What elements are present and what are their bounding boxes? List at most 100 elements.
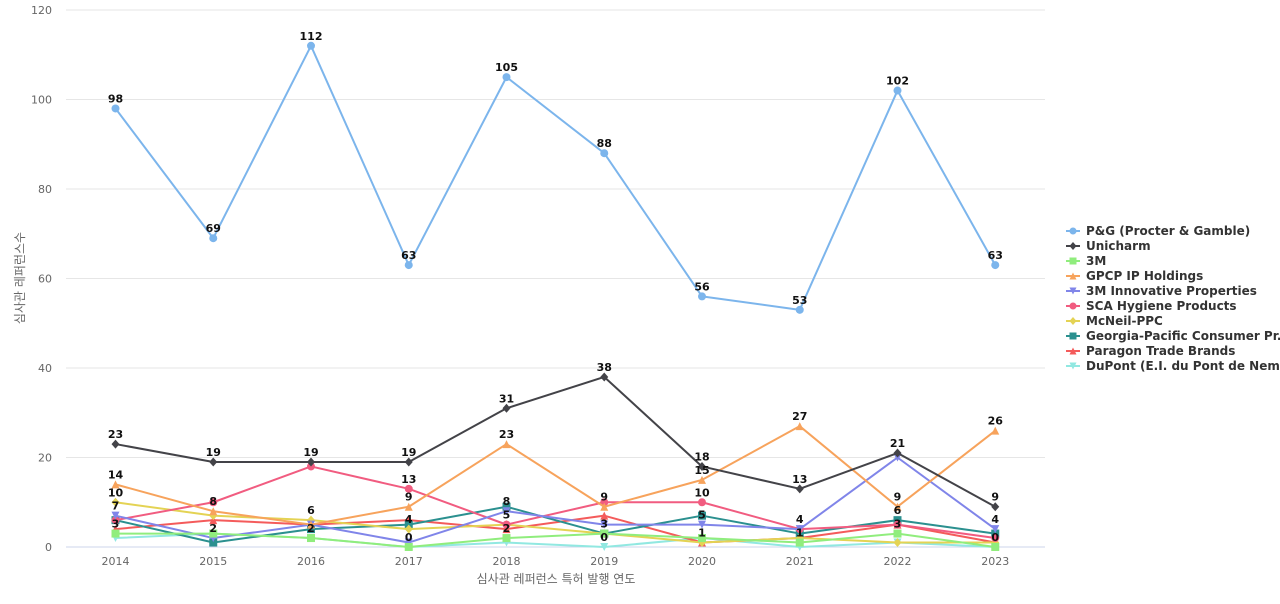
data-point (795, 305, 804, 314)
data-label: 63 (401, 249, 416, 262)
data-label: 13 (792, 473, 807, 486)
legend-label: SCA Hygiene Products (1086, 299, 1237, 313)
data-point (991, 529, 1000, 538)
data-label: 31 (499, 392, 514, 405)
data-point (502, 520, 511, 529)
series-group (111, 453, 1000, 547)
series-group (111, 41, 1000, 314)
legend-label: Unicharm (1086, 239, 1151, 253)
data-point (502, 440, 511, 449)
legend-item[interactable]: McNeil-PPC (1066, 314, 1163, 328)
data-point (404, 538, 413, 547)
legend-item[interactable]: SCA Hygiene Products (1066, 299, 1237, 313)
data-label: 5 (503, 509, 511, 522)
data-label: 10 (694, 486, 710, 499)
data-label: 0 (600, 531, 608, 544)
series-line (115, 425, 996, 526)
data-point (404, 543, 413, 551)
data-point (209, 498, 218, 507)
data-point (893, 520, 902, 529)
data-label: 2 (307, 522, 315, 535)
y-tick-label: 100 (31, 94, 52, 107)
x-tick-label: 2023 (981, 555, 1009, 568)
x-tick-label: 2019 (590, 555, 618, 568)
data-point (698, 520, 706, 529)
legend-marker (1069, 257, 1077, 265)
data-label: 10 (108, 486, 124, 499)
data-point (991, 502, 1000, 512)
legend-item[interactable]: 3M (1066, 254, 1106, 268)
legend-marker (1069, 287, 1077, 295)
data-label: 102 (886, 75, 909, 88)
data-label: 5 (698, 509, 706, 522)
legend-item[interactable]: DuPont (E.I. du Pont de Nem... (1066, 359, 1280, 373)
x-tick-label: 2022 (884, 555, 912, 568)
legend-item[interactable]: Georgia-Pacific Consumer Pr... (1066, 329, 1280, 343)
data-label: 9 (405, 491, 413, 504)
data-label: 15 (694, 464, 709, 477)
legend-item[interactable]: Paragon Trade Brands (1066, 344, 1235, 358)
data-point (111, 497, 120, 507)
data-label: 14 (108, 468, 124, 481)
data-point (111, 480, 120, 489)
data-label: 3 (112, 518, 120, 531)
grid-layer (66, 9, 1045, 548)
series-group (111, 502, 1000, 547)
data-label: 6 (307, 504, 315, 517)
legend-item[interactable]: 3M Innovative Properties (1066, 284, 1257, 298)
data-point (111, 516, 120, 525)
data-label: 7 (112, 500, 120, 513)
legend-marker (1069, 317, 1077, 325)
series-line (115, 375, 996, 508)
data-point (307, 534, 315, 543)
data-point (209, 457, 218, 467)
legend-item[interactable]: P&G (Procter & Gamble) (1066, 224, 1250, 238)
data-label: 2 (503, 522, 511, 535)
data-point (698, 511, 706, 520)
x-tick-label: 2014 (102, 555, 130, 568)
legend-label: Georgia-Pacific Consumer Pr... (1086, 329, 1280, 343)
legend-label: Paragon Trade Brands (1086, 344, 1235, 358)
data-label: 9 (894, 491, 902, 504)
data-label: 13 (401, 473, 416, 486)
series-line (115, 532, 996, 548)
data-label: 63 (988, 249, 1003, 262)
data-label: 19 (206, 446, 221, 459)
y-tick-label: 0 (45, 541, 52, 554)
legend-item[interactable]: Unicharm (1066, 239, 1151, 253)
series-group (111, 422, 1000, 529)
x-tick-label: 2016 (297, 555, 325, 568)
data-point (111, 439, 120, 449)
y-tick-label: 120 (31, 4, 52, 17)
legend-label: 3M Innovative Properties (1086, 284, 1257, 298)
data-label: 105 (495, 61, 518, 74)
data-point (307, 520, 315, 529)
legend-marker (1069, 332, 1077, 340)
data-point (893, 538, 902, 548)
data-point (404, 261, 413, 270)
data-point (795, 538, 804, 547)
data-label: 18 (694, 450, 709, 463)
data-point (795, 422, 804, 431)
legend-label: P&G (Procter & Gamble) (1086, 224, 1250, 238)
data-label: 4 (991, 513, 999, 526)
legend-marker (1069, 227, 1077, 235)
data-label: 19 (303, 446, 318, 459)
data-point (600, 149, 609, 158)
data-point (893, 529, 902, 538)
data-point (893, 502, 902, 511)
x-tick-label: 2021 (786, 555, 814, 568)
data-point (209, 234, 218, 243)
legend-marker (1069, 362, 1077, 370)
legend-label: 3M (1086, 254, 1106, 268)
y-tick-label: 80 (38, 183, 52, 196)
legend-item[interactable]: GPCP IP Holdings (1066, 269, 1203, 283)
data-point (111, 529, 120, 538)
series-line (115, 456, 996, 544)
data-point (893, 86, 902, 95)
data-point (209, 507, 218, 516)
data-point (307, 457, 315, 467)
data-point (404, 457, 413, 467)
data-label: 4 (796, 513, 804, 526)
